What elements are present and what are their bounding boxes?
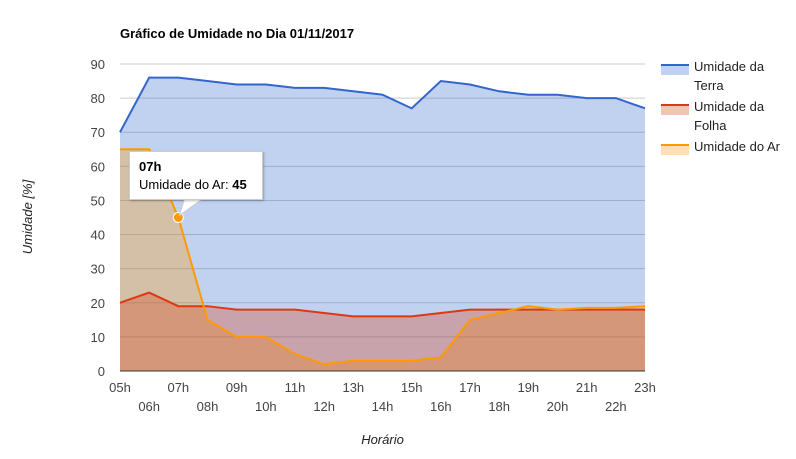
legend-label: Folha — [694, 118, 727, 133]
x-tick-label: 14h — [372, 399, 394, 414]
tooltip-line: Umidade do Ar: 45 — [139, 175, 253, 194]
x-axis-title: Horário — [361, 432, 404, 447]
area-ar — [120, 149, 645, 371]
x-tick-label: 12h — [313, 399, 335, 414]
legend-label: Umidade da — [694, 59, 765, 74]
series-line-terra — [119, 76, 646, 133]
x-tick-label: 18h — [488, 399, 510, 414]
area-folha — [120, 292, 645, 371]
x-tick-label: 21h — [576, 380, 598, 395]
x-tick-label: 19h — [517, 380, 539, 395]
x-tick-label: 16h — [430, 399, 452, 414]
legend-item: Umidade da Terra — [661, 59, 765, 93]
x-tick-label: 07h — [167, 380, 189, 395]
legend-item: Umidade do Ar — [661, 139, 781, 155]
x-tick-label: 09h — [226, 380, 248, 395]
y-axis-title: Umidade [%] — [20, 179, 35, 254]
legend-label: Umidade do Ar — [694, 139, 781, 154]
x-tick-label: 23h — [634, 380, 656, 395]
chart-title: Gráfico de Umidade no Dia 01/11/2017 — [120, 26, 354, 41]
legend-swatch-fill — [661, 105, 689, 115]
y-tick-label: 40 — [91, 228, 105, 243]
x-tick-label: 20h — [547, 399, 569, 414]
tooltip: 07h Umidade do Ar: 45 — [129, 151, 263, 200]
x-tick-label: 11h — [285, 380, 306, 395]
y-tick-label: 50 — [91, 193, 105, 208]
y-tick-label: 70 — [91, 125, 105, 140]
area-terra — [120, 77, 645, 372]
tooltip-title: 07h — [139, 159, 162, 174]
legend-swatch-fill — [661, 65, 689, 75]
tooltip-tail — [178, 198, 203, 217]
x-tick-label: 15h — [401, 380, 423, 395]
x-tick-label: 17h — [459, 380, 481, 395]
y-tick-label: 80 — [91, 91, 105, 106]
tooltip-value: 45 — [232, 177, 247, 192]
y-tick-label: 30 — [91, 262, 105, 277]
x-tick-label: 13h — [342, 380, 364, 395]
x-tick-label: 08h — [197, 399, 219, 414]
legend-swatch-fill — [661, 145, 689, 155]
x-tick-label: 05h — [109, 380, 131, 395]
x-tick-label: 22h — [605, 399, 627, 414]
legend-label: Umidade da — [694, 99, 765, 114]
y-tick-label: 20 — [91, 296, 105, 311]
x-tick-label: 06h — [138, 399, 160, 414]
tooltip-label: Umidade do Ar: — [139, 177, 229, 192]
y-tick-label: 10 — [91, 330, 105, 345]
x-tick-label: 10h — [255, 399, 277, 414]
series-line-ar — [120, 148, 646, 366]
y-tick-label: 0 — [98, 364, 105, 379]
y-tick-label: 90 — [91, 57, 105, 72]
legend-item: Umidade da Folha — [661, 99, 765, 133]
y-tick-label: 60 — [91, 159, 105, 174]
legend-label: Terra — [694, 78, 724, 93]
